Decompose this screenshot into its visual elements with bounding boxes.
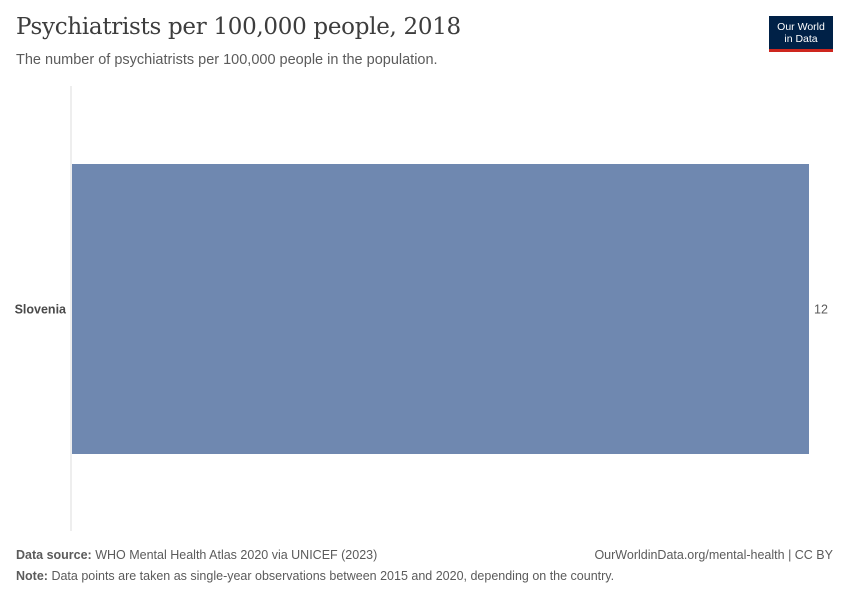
logo-line-1: Our World [777, 21, 825, 33]
value-label: 12 [814, 303, 828, 317]
owid-logo[interactable]: Our World in Data [769, 16, 833, 52]
source-url[interactable]: OurWorldinData.org/mental-health | CC BY [594, 548, 833, 562]
chart-title: Psychiatrists per 100,000 people, 2018 [16, 14, 461, 40]
category-label: Slovenia [15, 303, 67, 317]
note-label: Note: [16, 569, 48, 583]
data-source-text[interactable]: WHO Mental Health Atlas 2020 via UNICEF … [95, 548, 378, 562]
bar-slovenia[interactable] [72, 164, 809, 454]
logo-line-2: in Data [784, 33, 818, 45]
data-source: Data source: WHO Mental Health Atlas 202… [16, 548, 377, 562]
note: Note: Data points are taken as single-ye… [16, 569, 614, 583]
bars-group: Slovenia 12 [15, 164, 828, 454]
chart-subtitle: The number of psychiatrists per 100,000 … [16, 52, 438, 68]
note-text: Data points are taken as single-year obs… [51, 569, 615, 583]
data-source-label: Data source: [16, 548, 92, 562]
